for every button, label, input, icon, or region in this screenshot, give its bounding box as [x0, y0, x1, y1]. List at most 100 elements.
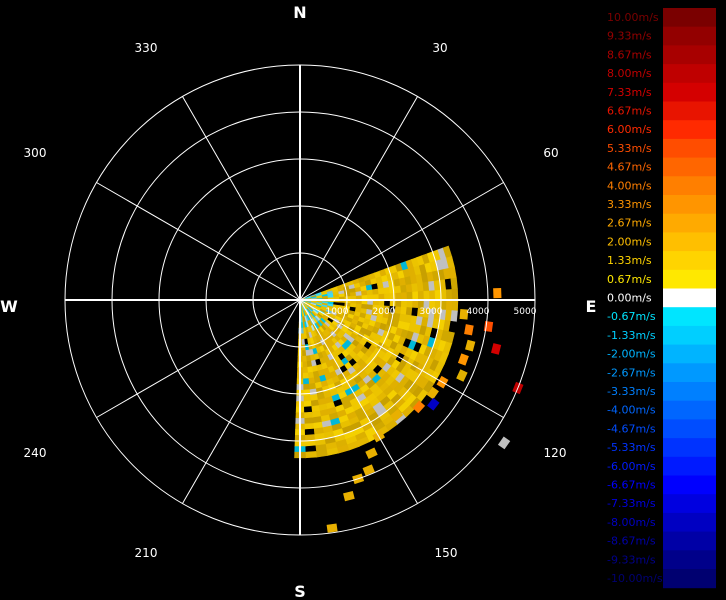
bearing-spoke [299, 299, 504, 418]
colorbar-label: -4.00m/s [607, 404, 656, 417]
colorbar-legend: 10.00m/s 9.33m/s 8.67m/s 8.00m/s 7.33m/s 6.67… [607, 8, 716, 589]
colorbar-swatch [663, 307, 716, 327]
colorbar-label: 3.33m/s [607, 198, 652, 211]
velocity-cell [426, 386, 439, 400]
colorbar-swatch [663, 157, 716, 177]
velocity-cell [464, 324, 474, 336]
velocity-cell [302, 372, 309, 380]
velocity-cell [423, 290, 431, 301]
bearing-spoke [182, 299, 301, 504]
colorbar-swatch [663, 382, 716, 402]
velocity-cell [343, 491, 355, 502]
velocity-cell [429, 290, 436, 301]
colorbar-label: -6.67m/s [607, 479, 656, 492]
velocity-cell [427, 397, 440, 411]
velocity-cell [304, 451, 317, 459]
colorbar-swatch [663, 213, 716, 233]
velocity-cell [302, 378, 310, 385]
colorbar-swatch [663, 512, 716, 533]
colorbar-swatch [663, 120, 716, 140]
colorbar-label: 1.33m/s [607, 254, 652, 267]
velocity-cell [459, 308, 469, 320]
plot-labels: N S E W 1000 2000 3000 4000 5000 30 60 120 150 21… [0, 3, 596, 600]
colorbar-swatch [663, 325, 716, 346]
colorbar-swatch [663, 475, 716, 495]
colorbar-swatch [663, 569, 716, 589]
polar-grid [64, 64, 536, 536]
velocity-cell [306, 366, 314, 374]
velocity-cell [389, 292, 397, 301]
range-label: 2000 [373, 307, 396, 317]
velocity-cell [307, 371, 315, 379]
velocity-cell [389, 286, 396, 295]
colorbar-swatch [663, 550, 716, 570]
colorbar-swatch [663, 456, 716, 476]
colorbar-swatch [663, 8, 716, 28]
velocity-cell [417, 290, 425, 301]
colorbar-swatch [663, 344, 716, 364]
velocity-cell [395, 292, 402, 301]
colorbar-label: 4.67m/s [607, 161, 652, 174]
velocity-cell [412, 400, 426, 414]
colorbar-label: 5.33m/s [607, 142, 652, 155]
velocity-cell [465, 339, 476, 352]
velocity-cell [451, 299, 459, 312]
velocity-cell [493, 287, 502, 299]
colorbar-swatch [663, 269, 716, 289]
range-label: 5000 [514, 307, 537, 317]
colorbar-swatch [663, 494, 716, 514]
colorbar-label: 2.00m/s [607, 235, 652, 248]
velocity-cell [303, 417, 314, 425]
velocity-cell [406, 299, 414, 309]
velocity-cell [445, 289, 453, 301]
velocity-cell [383, 287, 391, 295]
colorbar-swatch [663, 64, 716, 84]
colorbar-swatch [663, 176, 716, 196]
south-label: S [294, 582, 306, 600]
velocity-cell [412, 291, 419, 301]
velocity-cell [303, 423, 314, 430]
bearing-spoke [96, 299, 301, 418]
colorbar-swatch [663, 438, 716, 458]
velocity-cell [372, 288, 380, 296]
velocity-cell [406, 291, 414, 301]
velocity-cell [400, 292, 408, 301]
velocity-cell [302, 383, 310, 391]
colorbar-label: -3.33m/s [607, 385, 656, 398]
bearing-label: 210 [135, 546, 158, 560]
colorbar-label: 4.00m/s [607, 179, 652, 192]
colorbar-label: -2.67m/s [607, 366, 656, 379]
velocity-cell [400, 299, 408, 308]
bearing-label: 330 [135, 41, 158, 55]
colorbar-label: 0.67m/s [607, 273, 652, 286]
colorbar-swatch [663, 138, 716, 159]
velocity-cell [450, 310, 458, 323]
velocity-cell [451, 288, 459, 301]
bearing-spoke [182, 96, 301, 301]
colorbar-swatch [663, 26, 716, 46]
bearing-label: 300 [24, 146, 47, 160]
velocity-cell [301, 338, 306, 346]
colorbar-label: 9.33m/s [607, 30, 652, 43]
colorbar-swatch [663, 45, 716, 65]
bearing-label: 120 [544, 446, 567, 460]
velocity-cell [366, 289, 374, 296]
colorbar-label: -4.67m/s [607, 422, 656, 435]
colorbar-label: -8.00m/s [607, 516, 656, 529]
velocity-cell [302, 395, 311, 402]
velocity-cell [450, 277, 458, 290]
velocity-cell [456, 369, 468, 382]
colorbar-swatch [663, 82, 716, 102]
colorbar-swatch [663, 363, 716, 383]
velocity-cell [326, 523, 338, 533]
velocity-cell [303, 400, 312, 408]
velocity-cell [303, 406, 313, 414]
colorbar-label: 8.00m/s [607, 67, 652, 80]
bearing-spoke [299, 96, 418, 301]
colorbar-swatch [663, 251, 716, 271]
colorbar-swatch [663, 531, 716, 551]
velocity-cell [301, 361, 308, 368]
colorbar-label: 2.67m/s [607, 217, 652, 230]
colorbar-swatch [663, 195, 716, 215]
